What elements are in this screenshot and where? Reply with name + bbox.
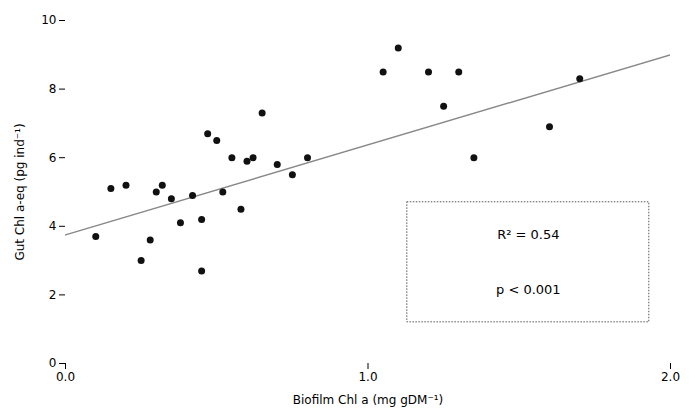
svg-text:10: 10 (41, 13, 56, 27)
svg-text:2: 2 (49, 288, 57, 302)
svg-text:R² = 0.54: R² = 0.54 (497, 227, 559, 242)
svg-text:2.0: 2.0 (661, 370, 680, 384)
svg-text:4: 4 (49, 219, 57, 233)
svg-text:Biofilm Chl a (mg gDM⁻¹): Biofilm Chl a (mg gDM⁻¹) (293, 393, 443, 407)
svg-text:0.0: 0.0 (56, 370, 75, 384)
svg-text:8: 8 (49, 82, 57, 96)
svg-text:1.0: 1.0 (358, 370, 377, 384)
svg-text:0: 0 (49, 356, 57, 370)
svg-text:Gut Chl a-eq (pg ind⁻¹): Gut Chl a-eq (pg ind⁻¹) (13, 123, 27, 260)
svg-text:6: 6 (49, 151, 57, 165)
svg-text:p < 0.001: p < 0.001 (496, 282, 561, 297)
